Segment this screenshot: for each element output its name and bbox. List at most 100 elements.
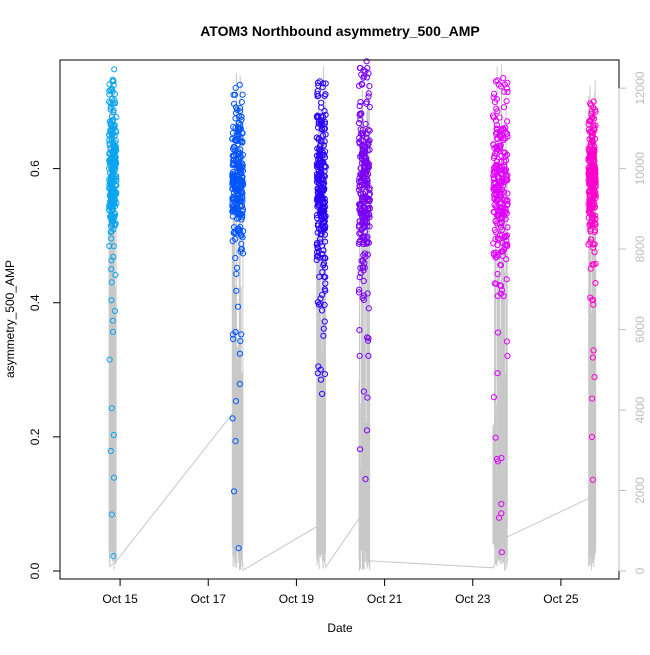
data-point	[357, 99, 364, 106]
data-point	[107, 447, 114, 455]
data-point	[362, 253, 369, 260]
data-point	[321, 371, 328, 378]
data-point	[504, 118, 511, 125]
data-point	[239, 163, 246, 170]
data-point	[357, 201, 365, 208]
y2-tick-label: 10000	[633, 152, 647, 186]
data-point	[361, 233, 368, 240]
data-point	[317, 376, 325, 383]
data-point	[490, 208, 497, 215]
data-point	[504, 88, 511, 96]
data-point	[501, 158, 508, 165]
data-point	[500, 135, 507, 142]
data-point	[108, 266, 115, 273]
data-point	[230, 123, 237, 131]
data-point	[315, 156, 322, 163]
point-cluster-2	[229, 81, 247, 552]
data-point	[497, 211, 504, 218]
data-point	[321, 286, 328, 293]
x-axis-label: Date	[327, 621, 353, 635]
data-point	[492, 78, 500, 85]
data-point	[106, 356, 113, 363]
data-point	[365, 352, 372, 359]
data-point	[239, 203, 246, 210]
data-point	[592, 212, 599, 219]
point-cluster-3	[313, 78, 329, 397]
secondary-spikes-3	[316, 66, 326, 569]
data-point	[235, 545, 242, 552]
data-point	[362, 188, 369, 195]
data-point	[236, 81, 243, 88]
data-point	[498, 287, 506, 294]
data-point	[111, 90, 119, 98]
data-point	[365, 140, 372, 147]
data-point	[496, 514, 503, 521]
data-point	[590, 175, 598, 182]
data-point	[356, 182, 363, 189]
data-point	[233, 109, 240, 117]
data-point	[364, 202, 372, 209]
data-point	[321, 163, 328, 170]
data-point	[316, 202, 323, 209]
data-point	[238, 116, 245, 123]
data-point	[356, 352, 363, 359]
data-point	[230, 173, 237, 180]
data-point	[494, 211, 501, 218]
data-point	[233, 270, 240, 277]
data-point	[361, 292, 368, 299]
data-point	[106, 132, 113, 139]
y-tick-label: 0.6	[28, 160, 42, 177]
data-point	[314, 176, 321, 183]
data-point	[504, 243, 511, 250]
data-point	[233, 287, 240, 294]
data-point	[106, 157, 113, 164]
data-point	[357, 178, 364, 186]
data-point	[494, 144, 501, 151]
y2-tick-label: 12000	[633, 71, 647, 105]
data-point	[108, 228, 115, 235]
data-point	[113, 178, 120, 185]
data-point	[238, 183, 245, 190]
data-point	[355, 289, 363, 296]
data-point	[356, 274, 363, 281]
data-point	[111, 97, 118, 104]
data-point	[356, 110, 363, 117]
x-tick-label: Oct 25	[543, 592, 579, 606]
data-point	[491, 145, 498, 152]
secondary-spikes-5	[492, 64, 508, 571]
data-point	[108, 297, 115, 304]
data-point	[497, 262, 504, 269]
data-point	[314, 222, 321, 229]
data-point	[317, 141, 324, 148]
data-point	[106, 206, 113, 213]
data-point	[321, 318, 328, 325]
data-point	[107, 120, 114, 127]
data-point	[318, 117, 325, 124]
data-point	[493, 96, 500, 103]
data-point	[107, 86, 114, 94]
data-point	[591, 228, 598, 235]
data-point	[317, 300, 324, 307]
data-point	[592, 280, 599, 287]
data-point	[320, 226, 327, 233]
data-point	[322, 264, 329, 271]
data-point	[356, 286, 363, 293]
data-point	[498, 165, 505, 172]
point-cluster-4	[355, 58, 373, 483]
y-axis-label: asymmetry_500_AMP	[3, 260, 17, 378]
data-point	[320, 247, 327, 254]
data-point	[320, 332, 327, 339]
data-point	[490, 249, 497, 257]
data-point	[493, 151, 500, 158]
data-point	[232, 84, 239, 92]
data-point	[589, 114, 596, 121]
data-point	[496, 184, 503, 191]
data-point	[490, 394, 497, 401]
data-point	[236, 124, 243, 131]
data-point	[590, 124, 598, 132]
data-point	[110, 474, 118, 481]
data-point	[587, 265, 594, 272]
data-point	[111, 66, 118, 73]
data-point	[494, 136, 501, 143]
